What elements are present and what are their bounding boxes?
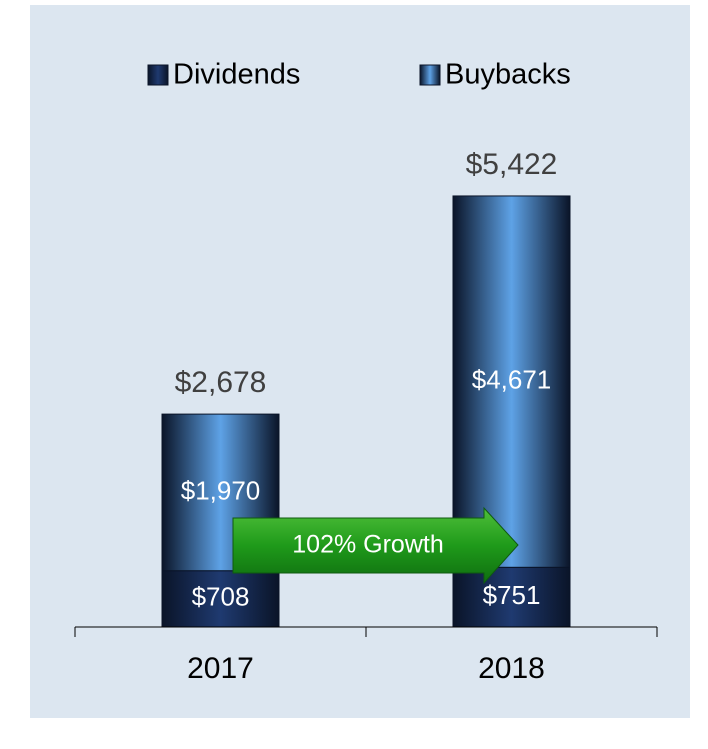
- data-label: $1,970: [181, 475, 261, 505]
- total-label: $5,422: [466, 148, 558, 181]
- data-label: $708: [192, 582, 250, 612]
- x-tick-label: 2017: [187, 652, 254, 685]
- x-tick-label: 2018: [478, 652, 545, 685]
- legend-label: Buybacks: [445, 59, 571, 91]
- bar-segment: [452, 195, 571, 568]
- total-label: $2,678: [175, 366, 267, 399]
- legend-label: Dividends: [173, 59, 300, 91]
- marks: Dividends Buybacks $708 $1,970 $2,678 2017 $75…: [74, 59, 658, 685]
- arrow-shape: [232, 506, 519, 585]
- bar-segment: [161, 413, 280, 572]
- growth-arrow: 102% Growth: [232, 506, 519, 585]
- data-label: $4,671: [472, 364, 552, 394]
- annotation: 102% Growth: [292, 531, 443, 559]
- plot-background: [30, 5, 690, 718]
- legend-swatch: [147, 64, 169, 86]
- legend-swatch: [419, 64, 441, 86]
- bar-segment: [161, 570, 280, 628]
- data-label: $751: [483, 580, 541, 610]
